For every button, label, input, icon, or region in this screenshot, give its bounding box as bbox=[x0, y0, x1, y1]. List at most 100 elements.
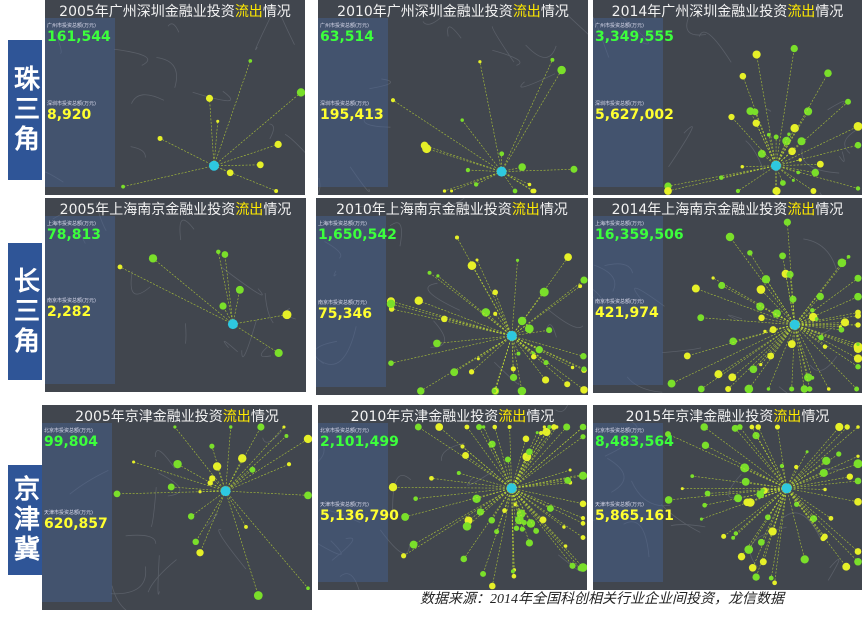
map-dot bbox=[557, 65, 566, 75]
flow-line bbox=[667, 165, 776, 187]
flow-line bbox=[786, 472, 824, 489]
flow-line bbox=[748, 488, 787, 550]
map-dot bbox=[579, 423, 587, 431]
map-border bbox=[167, 23, 180, 33]
flow-line bbox=[786, 488, 859, 562]
flow-line bbox=[704, 426, 787, 489]
flow-line bbox=[485, 312, 513, 337]
flow-line bbox=[774, 488, 787, 583]
map-dot bbox=[756, 490, 765, 499]
flow-line bbox=[794, 324, 841, 328]
flow-line bbox=[479, 61, 502, 172]
map-dot bbox=[492, 388, 497, 394]
title-text: 2010年广州深圳金融业投资 bbox=[337, 4, 513, 20]
map-border bbox=[369, 78, 391, 90]
panel-title: 2010年上海南京金融业投资流出情况 bbox=[316, 199, 588, 219]
map-border bbox=[157, 555, 160, 595]
map-dot bbox=[779, 180, 786, 186]
map-dot bbox=[854, 557, 862, 566]
map-border bbox=[69, 469, 109, 495]
panel-title: 2014年上海南京金融业投资流出情况 bbox=[593, 199, 862, 219]
flow-line bbox=[213, 92, 302, 166]
flow-line bbox=[775, 165, 816, 173]
title-text: 2014年上海南京金融业投资 bbox=[611, 202, 788, 218]
city-label: 广州市投资总额(万元) bbox=[595, 23, 644, 29]
map-dot bbox=[725, 386, 732, 392]
flow-line bbox=[511, 488, 530, 544]
map-dot bbox=[798, 158, 802, 162]
flow-line bbox=[794, 296, 821, 325]
map-dot bbox=[842, 562, 851, 571]
map-dot bbox=[157, 135, 163, 141]
map-border bbox=[324, 241, 342, 259]
map-dot bbox=[818, 334, 824, 341]
map-dot bbox=[478, 60, 482, 64]
flow-line bbox=[174, 426, 226, 492]
city-label: 南京市投资总额(万元) bbox=[318, 300, 367, 306]
flow-line bbox=[511, 335, 584, 357]
map-border bbox=[113, 48, 149, 66]
map-dot bbox=[564, 381, 571, 388]
map-dot bbox=[187, 513, 195, 520]
flow-line bbox=[731, 116, 777, 166]
map-dot bbox=[148, 254, 158, 263]
city-total: 8,920 bbox=[47, 107, 92, 123]
flow-line bbox=[794, 324, 826, 347]
map-border bbox=[491, 26, 515, 63]
map-dot bbox=[728, 113, 735, 121]
map-dot bbox=[132, 460, 136, 464]
map bbox=[45, 8, 305, 193]
city-total: 620,857 bbox=[44, 516, 108, 532]
map-dot bbox=[515, 258, 520, 262]
city-label: 天津市投资总额(万元) bbox=[595, 502, 644, 508]
map-dot bbox=[794, 464, 799, 470]
map-dot bbox=[786, 270, 794, 279]
map-dot bbox=[454, 235, 460, 240]
flow-line bbox=[511, 329, 550, 337]
map-dot bbox=[577, 565, 583, 572]
map-dot bbox=[772, 187, 781, 195]
map-border bbox=[131, 94, 165, 104]
flow-line bbox=[511, 426, 557, 489]
title-highlight: 流出 bbox=[498, 409, 527, 425]
flow-line bbox=[494, 335, 513, 392]
map-border bbox=[331, 537, 354, 561]
map-dot bbox=[855, 309, 861, 316]
flow-line bbox=[454, 335, 512, 373]
city-total: 195,413 bbox=[320, 107, 384, 123]
map-border bbox=[827, 558, 840, 581]
map-dot bbox=[564, 477, 572, 484]
map-dot bbox=[853, 354, 862, 363]
map-dot bbox=[467, 261, 477, 270]
flow-line bbox=[418, 426, 512, 489]
map-dot bbox=[844, 424, 850, 430]
map-dot bbox=[492, 424, 498, 430]
flow-line bbox=[501, 171, 535, 192]
map-dot bbox=[569, 562, 576, 569]
map-panel: 2005年京津金融业投资流出情况 北京市投资总额(万元) 99,804 天津市投资总额… bbox=[42, 405, 312, 610]
flow-line bbox=[775, 163, 821, 167]
map-dot bbox=[547, 424, 552, 430]
map-dot bbox=[823, 487, 827, 492]
map-dot bbox=[854, 141, 862, 149]
map-dot bbox=[167, 483, 175, 491]
city-total: 2,282 bbox=[47, 304, 92, 320]
map-dot bbox=[546, 327, 553, 334]
flow-line bbox=[511, 335, 523, 392]
map-dot bbox=[192, 538, 199, 546]
title-text: 情况 bbox=[801, 409, 830, 425]
flow-line bbox=[225, 426, 232, 492]
flow-line bbox=[757, 426, 787, 489]
city-label: 深圳市投资总额(万元) bbox=[595, 101, 644, 107]
flow-line bbox=[437, 275, 513, 337]
panel-title: 2010年广州深圳金融业投资流出情况 bbox=[318, 1, 588, 21]
city-label: 深圳市投资总额(万元) bbox=[320, 101, 369, 107]
city-label: 上海市投资总额(万元) bbox=[318, 221, 367, 227]
flow-line bbox=[671, 324, 795, 384]
flow-line bbox=[426, 148, 502, 172]
flow-line bbox=[415, 487, 512, 499]
map-dot bbox=[819, 468, 828, 477]
flow-line bbox=[461, 119, 502, 172]
map-dot bbox=[257, 423, 265, 431]
